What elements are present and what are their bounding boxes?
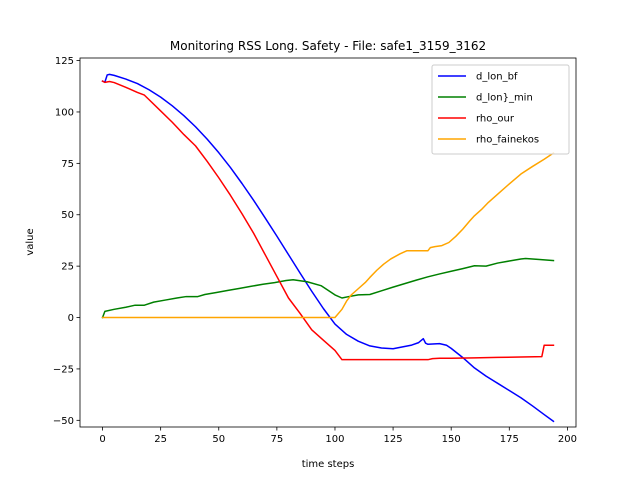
y-tick-label: 125 (55, 56, 74, 67)
x-tick-label: 0 (99, 434, 105, 445)
legend: d_lon_bf d_lon}_min rho_our rho_fainekos (431, 64, 570, 155)
series-line-rho-our (101, 80, 555, 361)
x-tick-label: 125 (384, 434, 403, 445)
series-line-rho-fainekos (101, 152, 555, 319)
x-tick-label: 25 (154, 434, 167, 445)
x-tick-label: 75 (270, 434, 283, 445)
x-tick-label: 200 (558, 434, 577, 445)
legend-label: d_lon}_min (476, 93, 533, 104)
y-axis: −50 −25 0 25 50 75 100 125 (53, 56, 80, 427)
y-tick-label: 75 (61, 159, 74, 170)
y-tick-label: 50 (61, 210, 74, 221)
y-tick-label: 0 (68, 313, 74, 324)
legend-label: rho_fainekos (476, 135, 539, 146)
chart-title: Monitoring RSS Long. Safety - File: safe… (170, 39, 486, 53)
y-axis-label: value (25, 228, 36, 255)
legend-label: rho_our (476, 114, 515, 125)
legend-box (431, 64, 570, 155)
y-tick-label: −25 (53, 364, 74, 375)
legend-label: d_lon_bf (476, 72, 518, 83)
x-tick-label: 50 (212, 434, 225, 445)
y-tick-label: 100 (55, 107, 74, 118)
x-axis: 0 25 50 75 100 125 150 175 200 (99, 427, 577, 445)
x-tick-label: 175 (500, 434, 519, 445)
y-tick-label: −50 (53, 416, 74, 427)
x-axis-label: time steps (302, 459, 355, 470)
series-line-d-lon-bf (101, 73, 555, 423)
x-tick-label: 100 (325, 434, 344, 445)
axes-frame (79, 57, 577, 428)
y-tick-label: 25 (61, 262, 74, 273)
x-tick-label: 150 (442, 434, 461, 445)
series-line-d-lon-min (101, 257, 555, 319)
plot-area (101, 73, 555, 423)
